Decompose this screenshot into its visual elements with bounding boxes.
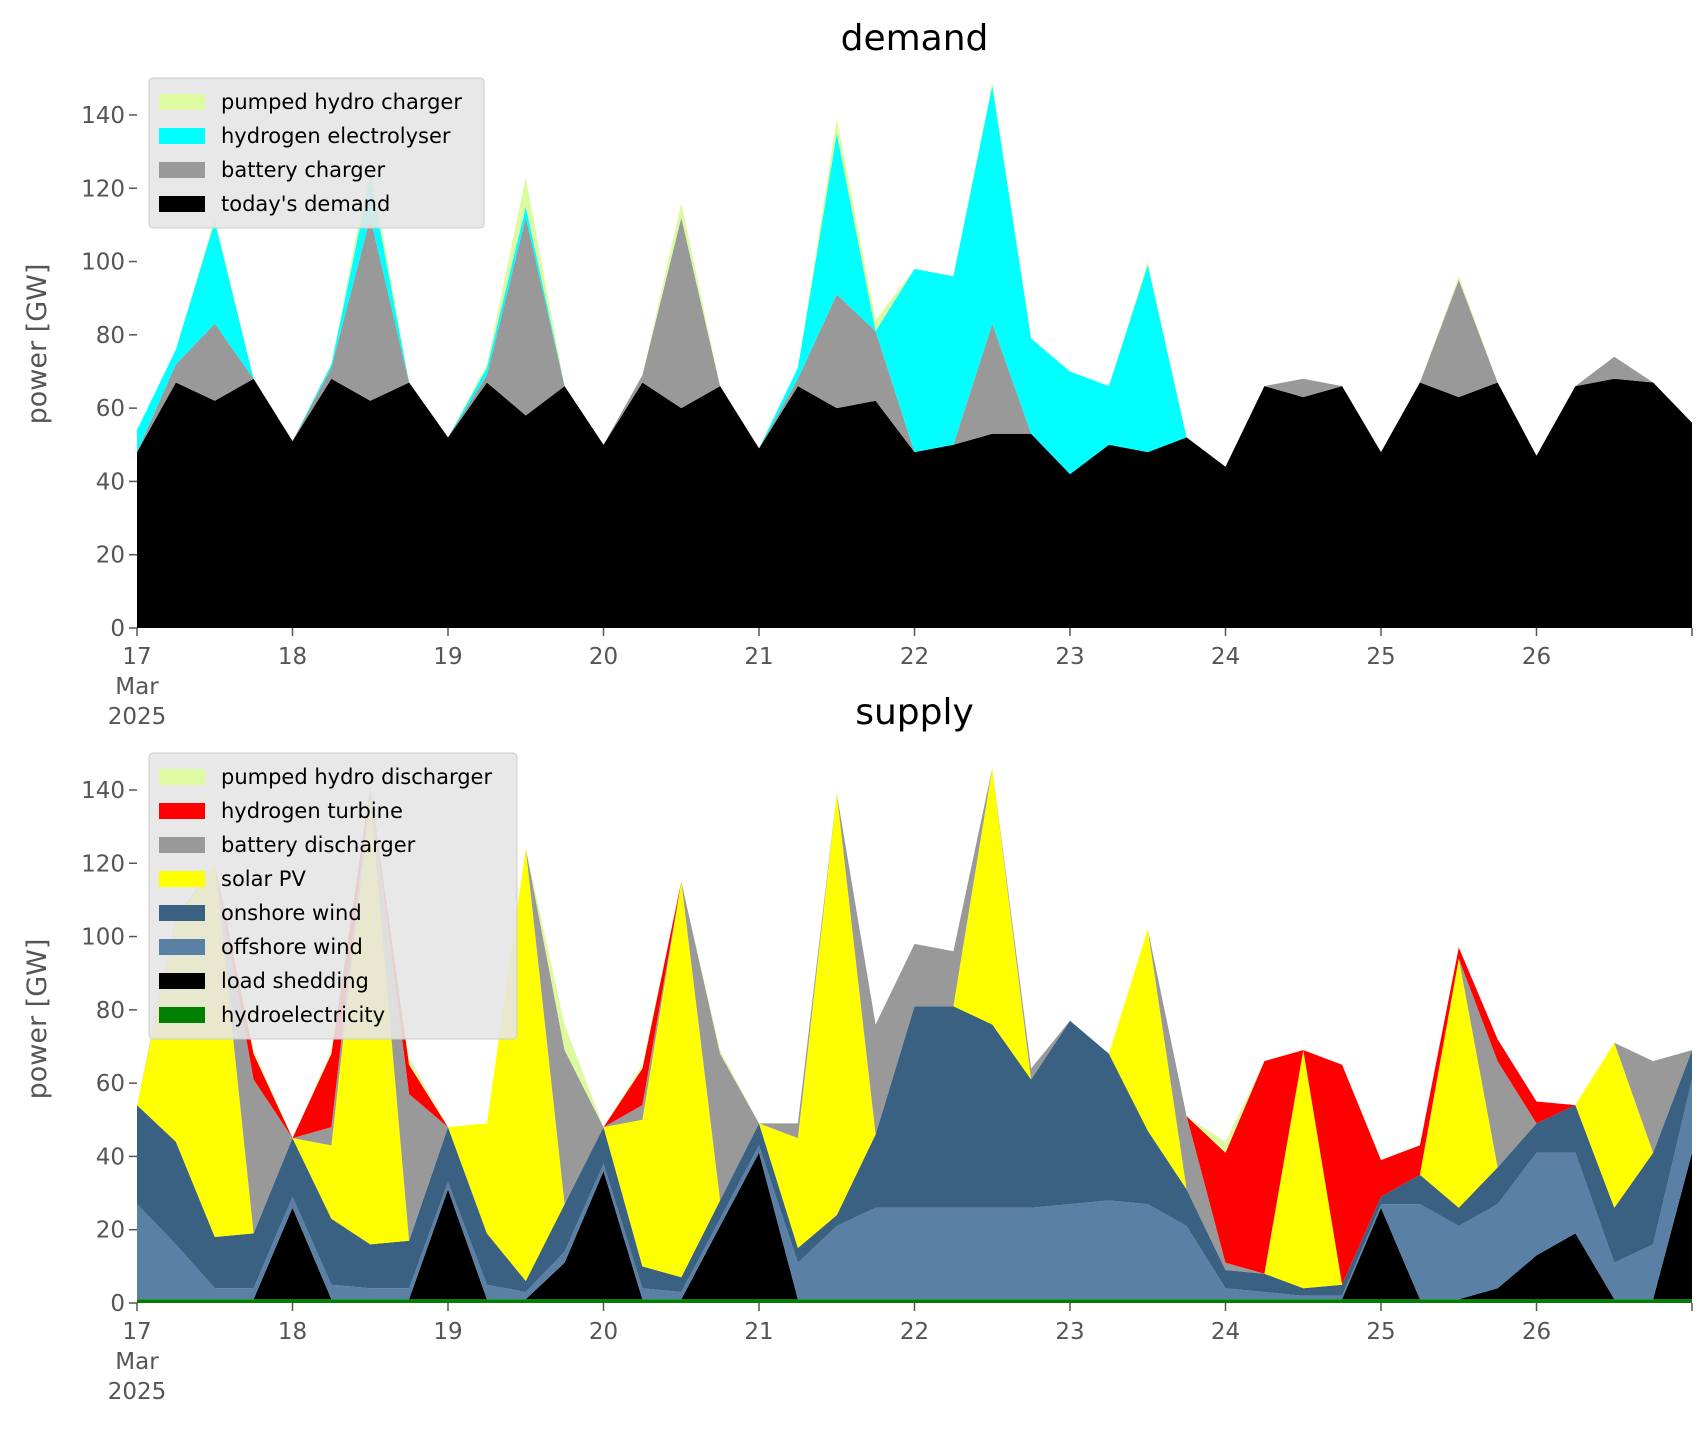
x-tick-label: 17 xyxy=(122,1319,151,1345)
legend-label: load shedding xyxy=(221,969,369,993)
legend-swatch xyxy=(159,803,205,819)
supply-panel: supply power [GW] 0 20 40 60 80 100 120 140 17 Mar 2… xyxy=(22,692,1693,1405)
legend-swatch xyxy=(159,837,205,853)
y-tick-label: 120 xyxy=(81,176,125,202)
legend-label: today's demand xyxy=(221,192,390,216)
legend-label: hydroelectricity xyxy=(221,1003,385,1027)
x-tick-month: Mar xyxy=(115,1349,159,1375)
y-axis-label: power [GW] xyxy=(22,939,53,1100)
x-tick-label: 17 xyxy=(122,644,151,670)
legend-swatch xyxy=(159,973,205,989)
x-tick-label: 26 xyxy=(1522,644,1551,670)
chart-title: supply xyxy=(855,692,974,733)
legend-swatch xyxy=(159,94,205,110)
legend-swatch xyxy=(159,162,205,178)
x-tick-label: 18 xyxy=(278,644,307,670)
legend-swatch xyxy=(159,939,205,955)
y-tick-label: 100 xyxy=(81,250,125,276)
y-tick-label: 100 xyxy=(81,925,125,951)
x-tick-label: 25 xyxy=(1366,644,1395,670)
area-hydrogen-electrolyser xyxy=(137,85,1692,475)
legend-swatch xyxy=(159,196,205,212)
x-tick-label: 18 xyxy=(278,1319,307,1345)
x-tick-label: 26 xyxy=(1522,1319,1551,1345)
y-tick-label: 0 xyxy=(110,1291,125,1317)
x-tick-label: 23 xyxy=(1055,644,1084,670)
x-tick-label: 19 xyxy=(433,644,462,670)
legend-swatch xyxy=(159,905,205,921)
y-tick-label: 60 xyxy=(96,1071,125,1097)
x-tick-label: 19 xyxy=(433,1319,462,1345)
area-solar-pv xyxy=(137,768,1692,1289)
legend-label: onshore wind xyxy=(221,901,362,925)
area-battery-charger xyxy=(137,217,1692,475)
demand-panel: demand power [GW] 0 20 40 60 80 100 120 140 17 Mar 2… xyxy=(22,18,1693,730)
legend-box xyxy=(148,77,485,229)
legend-label: pumped hydro discharger xyxy=(221,765,492,789)
x-tick-label: 20 xyxy=(589,644,618,670)
x-tick-label: 24 xyxy=(1211,644,1240,670)
y-tick-label: 20 xyxy=(96,543,125,569)
area-offshore-wind xyxy=(137,1079,1692,1300)
y-tick-label: 60 xyxy=(96,396,125,422)
area-today-s-demand xyxy=(137,378,1692,628)
legend-label: battery discharger xyxy=(221,833,416,857)
x-tick-label: 22 xyxy=(900,644,929,670)
y-tick-label: 140 xyxy=(81,103,125,129)
legend-swatch xyxy=(159,871,205,887)
y-tick-label: 20 xyxy=(96,1218,125,1244)
y-tick-label: 40 xyxy=(96,469,125,495)
x-tick-label: 25 xyxy=(1366,1319,1395,1345)
area-pumped-hydro-charger xyxy=(137,82,1692,467)
legend-swatch xyxy=(159,1007,205,1023)
area-load-shedding xyxy=(137,1152,1692,1300)
x-tick-month: Mar xyxy=(115,674,159,700)
x-tick-label: 22 xyxy=(900,1319,929,1345)
y-tick-label: 140 xyxy=(81,778,125,804)
legend-box xyxy=(148,752,518,1040)
y-tick-label: 0 xyxy=(110,616,125,642)
legend-label: hydrogen electrolyser xyxy=(221,124,451,148)
legend-label: solar PV xyxy=(221,867,306,891)
y-tick-label: 80 xyxy=(96,323,125,349)
x-tick-label: 23 xyxy=(1055,1319,1084,1345)
x-tick-label: 21 xyxy=(744,1319,773,1345)
x-tick-label: 24 xyxy=(1211,1319,1240,1345)
legend-label: pumped hydro charger xyxy=(221,90,462,114)
y-axis-label: power [GW] xyxy=(22,264,53,425)
y-tick-label: 80 xyxy=(96,998,125,1024)
x-tick-year: 2025 xyxy=(108,704,167,730)
x-tick-label: 21 xyxy=(744,644,773,670)
legend-swatch xyxy=(159,128,205,144)
legend-label: offshore wind xyxy=(221,935,363,959)
legend-label: battery charger xyxy=(221,158,386,182)
legend-swatch xyxy=(159,769,205,785)
chart-title: demand xyxy=(841,18,989,59)
x-tick-year: 2025 xyxy=(108,1379,167,1405)
area-onshore-wind xyxy=(137,1006,1692,1296)
legend-label: hydrogen turbine xyxy=(221,799,403,823)
y-tick-label: 120 xyxy=(81,851,125,877)
x-tick-label: 20 xyxy=(589,1319,618,1345)
y-tick-label: 40 xyxy=(96,1144,125,1170)
area-hydroelectricity xyxy=(137,1299,1692,1303)
